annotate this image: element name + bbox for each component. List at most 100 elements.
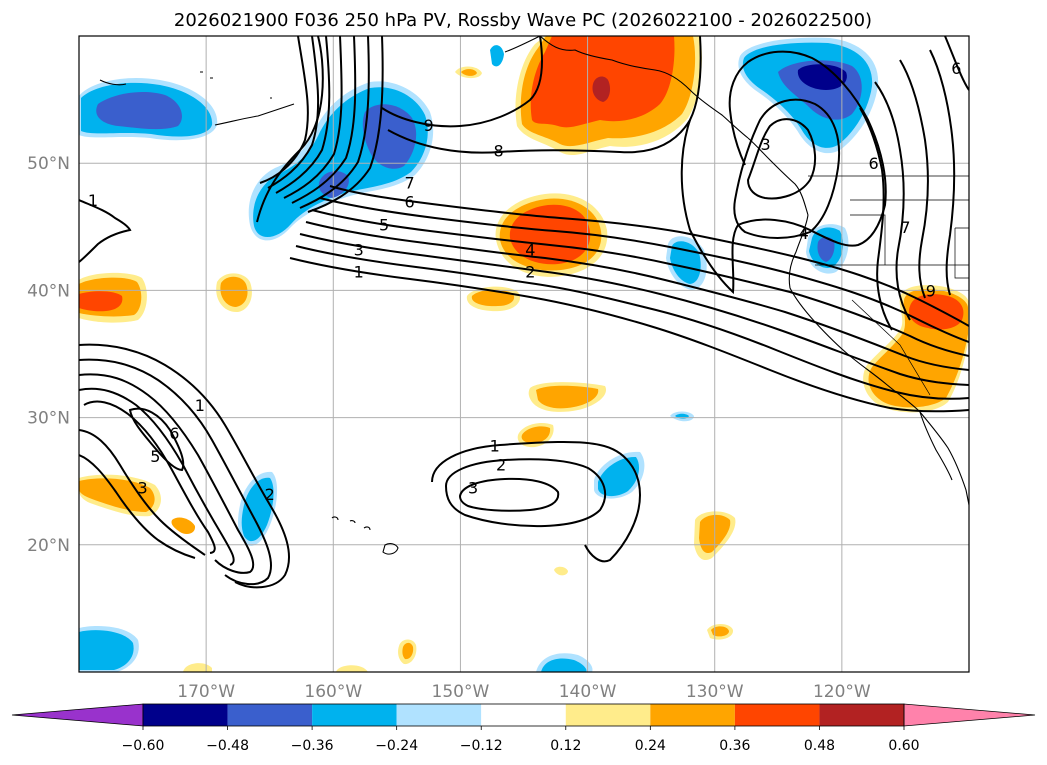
pv-contour-6-top-right	[944, 36, 969, 91]
colorbar-swatch	[312, 704, 397, 726]
pv-contour-3-east	[746, 118, 816, 200]
anomaly-negative-small-48n	[490, 45, 504, 67]
anomaly-negative-aleutian-inner	[362, 104, 417, 169]
pv-contour-label: 6	[169, 424, 179, 443]
pv-contour-sw-2	[79, 358, 272, 586]
pv-contour-label: 2	[265, 485, 275, 504]
pv-contour-label: 3	[137, 479, 147, 498]
pv-contour-label: 9	[926, 281, 936, 300]
y-axis-ticks: 20°N 30°N 40°N 50°N	[27, 154, 70, 556]
anomaly-positive-gulf-alaska-peak	[592, 76, 611, 102]
pv-contour-sw-7	[79, 429, 206, 556]
colorbar-outline	[142, 703, 905, 727]
map-layers	[79, 36, 969, 672]
pv-contour-label: 3	[468, 479, 478, 498]
pv-contour-sw-8	[79, 454, 196, 559]
colorbar-swatch	[227, 704, 313, 726]
pv-contour-label: 1	[490, 437, 500, 456]
colorbar-tick-label: 0.36	[719, 738, 750, 754]
colorbar-swatch	[565, 704, 651, 726]
pv-contour-8	[387, 36, 702, 154]
anomaly-positive-bottom-158w	[336, 665, 368, 672]
anomaly-positive-small-17n	[554, 566, 568, 576]
coast-baja	[919, 411, 953, 481]
colorbar-swatch	[396, 704, 482, 726]
coast-aleutians	[214, 103, 295, 126]
colorbar-tick-label: −0.12	[460, 738, 503, 754]
anomaly-negative-bc-coast-peak	[797, 64, 847, 90]
pv-contour-3	[299, 233, 969, 386]
coast-kamchatka	[99, 79, 127, 86]
pv-contour-jet-3	[275, 36, 331, 194]
pv-contour-sw-1	[79, 343, 290, 589]
pv-contour-label: 8	[493, 141, 503, 160]
y-tick-label: 40°N	[27, 281, 70, 301]
colorbar-extend-high	[903, 703, 1036, 727]
colorbar-tick-label: 0.12	[550, 738, 581, 754]
map-frame	[78, 35, 970, 673]
colorbar: −0.60 −0.48 −0.36 −0.24 −0.12 0.12 0.24 0.36 0.4…	[11, 703, 1036, 754]
pv-contour-8-east	[680, 50, 887, 295]
chart-title: 2026021900 F036 250 hPa PV, Rossby Wave …	[174, 10, 872, 31]
colorbar-swatch	[650, 704, 735, 726]
coast-alaska-peninsula	[504, 36, 541, 53]
anomaly-positive-175w-20n	[171, 517, 196, 534]
anomaly-positive-west-edge-inner	[79, 291, 123, 312]
colorbar-extend-low	[11, 703, 144, 727]
anomaly-positive-small-13n-core	[711, 626, 729, 637]
pv-contour-label: 3	[760, 135, 770, 154]
pv-contour-label: 2	[496, 456, 506, 475]
pv-contour-jet-1	[259, 36, 309, 184]
pv-contour-trough-3	[458, 477, 560, 512]
pv-contour-1	[289, 257, 969, 413]
x-tick-label: 160°W	[304, 682, 362, 702]
pv-contour-label: 4	[525, 241, 535, 260]
x-tick-label: 130°W	[686, 682, 744, 702]
pv-contour-jet-7	[307, 36, 384, 213]
pv-contour-label: 4	[799, 224, 809, 243]
pv-contour-sw-6	[128, 407, 185, 472]
colorbar-tick-label: 0.24	[635, 738, 666, 754]
pv-contour-9	[381, 36, 543, 128]
border-state-5	[954, 227, 969, 279]
pv-contour-label: 6	[404, 192, 414, 211]
colorbar-tick-label: −0.48	[206, 738, 249, 754]
pv-contour-label: 1	[354, 262, 364, 281]
x-tick-label: 140°W	[559, 682, 617, 702]
pv-contour-6	[319, 197, 969, 343]
pv-contour-trough-2	[444, 458, 607, 528]
pv-contour-1-west	[79, 199, 132, 263]
colorbar-swatch	[143, 704, 228, 726]
y-tick-label: 50°N	[27, 154, 70, 174]
anomaly-negative-165w-24n-core	[241, 477, 274, 542]
pv-contour-label: 7	[404, 173, 414, 192]
pv-contour-label: 1	[88, 191, 98, 210]
anomaly-positive-bottom-165w	[183, 663, 212, 672]
anomaly-negative-136w-25n-core	[598, 456, 640, 497]
anomaly-negative-aleutian-inner2	[318, 171, 349, 198]
colorbar-swatch	[734, 704, 820, 726]
pv-contour-label: 9	[424, 116, 434, 135]
pv-contour-9-far-east	[929, 49, 956, 296]
island-hawaii-2	[363, 526, 371, 531]
pv-contour-label: 3	[354, 241, 364, 260]
y-tick-label: 30°N	[27, 409, 70, 429]
anomaly-positive-140w-30n-core	[536, 385, 599, 409]
pv-contour-sw-5	[83, 400, 216, 554]
pv-contour-label: 6	[869, 154, 879, 173]
x-tick-label: 170°W	[177, 682, 235, 702]
island-small-1	[200, 71, 272, 99]
colorbar-swatch	[481, 704, 566, 726]
pv-contour-6-east	[859, 107, 893, 331]
coast-alaska-south	[539, 36, 749, 139]
anomaly-positive-small-55n-core	[461, 69, 477, 76]
pv-contour-label: 2	[525, 262, 535, 281]
pv-contour-sw-3	[79, 373, 255, 574]
colorbar-tick-label: −0.60	[122, 738, 165, 754]
colorbar-tick-label: 0.48	[804, 738, 835, 754]
anomaly-positive-small-155w-core	[402, 642, 414, 660]
pv-contour-2	[295, 245, 969, 400]
pv-contour-8-far-east	[899, 59, 929, 299]
